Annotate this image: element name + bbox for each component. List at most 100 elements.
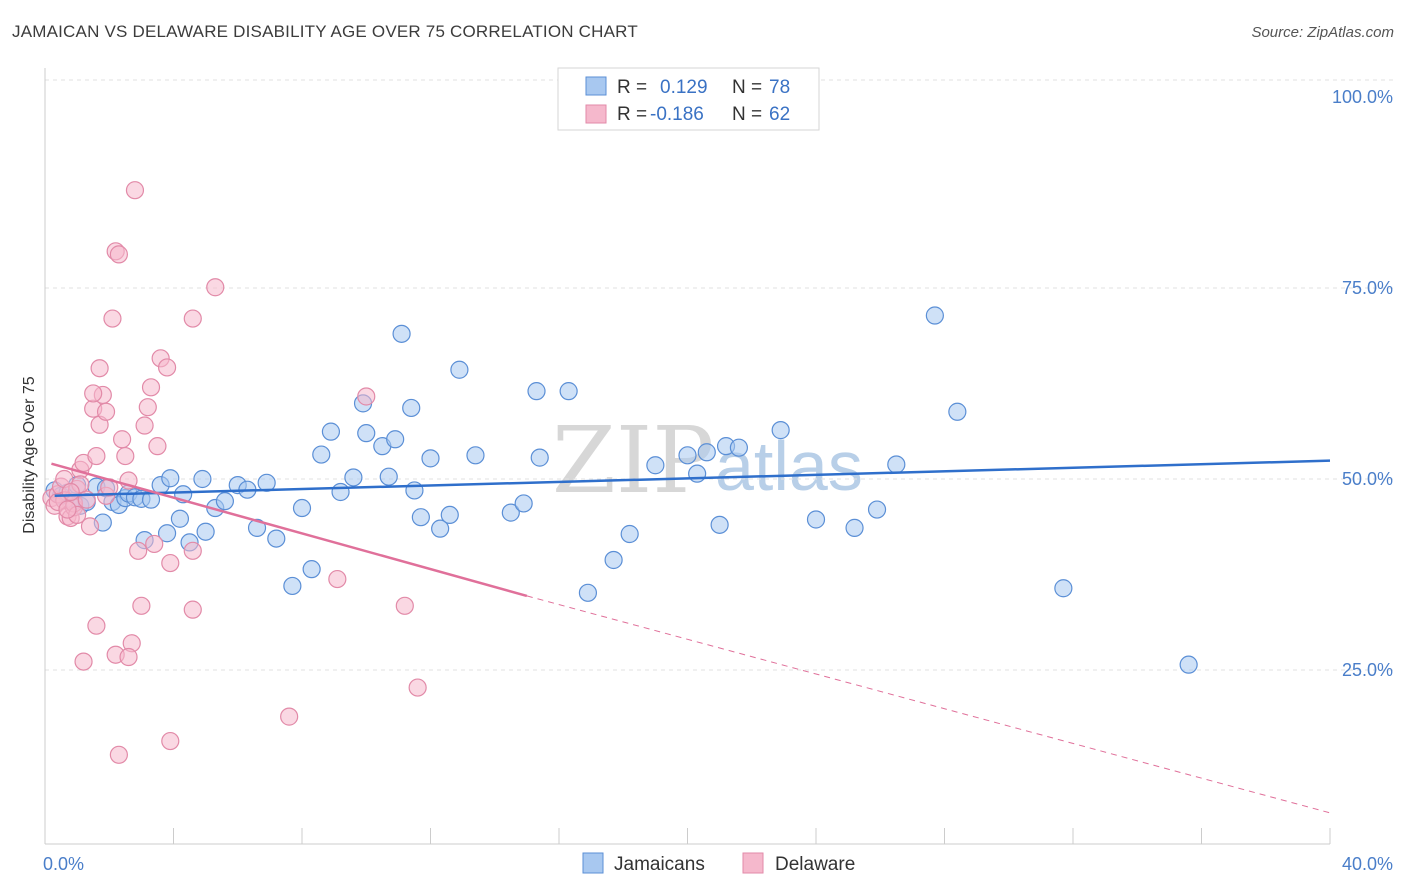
delaware-point	[328, 569, 347, 589]
delaware-point	[183, 541, 202, 560]
jamaicans-point	[948, 402, 967, 421]
jamaicans-point	[292, 498, 312, 518]
delaware-point	[87, 446, 106, 466]
legend-n-value-2: 62	[769, 104, 790, 125]
delaware-point	[74, 652, 93, 671]
y-tick-labels: 100.0% 75.0% 50.0% 25.0%	[1332, 87, 1393, 680]
delaware-point	[80, 517, 100, 536]
legend: R = 0.129 N = 78 R = -0.186 N = 62	[557, 67, 820, 131]
jamaicans-point	[646, 456, 665, 475]
jamaicans-point	[514, 494, 533, 513]
bottom-legend-jamaicans: Jamaicans	[614, 854, 705, 875]
delaware-point	[129, 541, 148, 560]
delaware-point	[145, 534, 164, 554]
jamaicans-point	[527, 382, 546, 401]
jamaicans-point	[697, 443, 716, 462]
jamaicans-point	[344, 468, 363, 487]
jamaicans-point	[431, 519, 450, 538]
jamaicans-point	[321, 422, 341, 441]
delaware-point	[103, 309, 122, 328]
delaware-point	[125, 181, 145, 200]
delaware-point	[84, 384, 103, 403]
delaware-point	[87, 616, 106, 635]
jamaicans-point	[604, 550, 623, 570]
jamaicans-point	[312, 445, 331, 464]
jamaicans-point	[710, 515, 729, 534]
jamaicans-point	[1179, 655, 1198, 674]
jamaicans-point	[925, 306, 944, 325]
delaware-point	[408, 678, 427, 697]
legend-r-label-2: R =	[617, 104, 647, 125]
delaware-point	[141, 378, 161, 397]
delaware-point	[90, 359, 109, 378]
legend-r-value-2: -0.186	[650, 104, 704, 125]
watermark-atlas: atlas	[715, 427, 863, 505]
jamaicans-point	[357, 424, 376, 443]
delaware-trend-line	[51, 462, 528, 598]
jamaicans-point	[771, 421, 790, 440]
delaware-point	[116, 446, 135, 466]
source-label: Source: ZipAtlas.com	[1251, 24, 1394, 41]
jamaicans-point	[559, 382, 578, 401]
jamaicans-point	[302, 560, 321, 579]
jamaicans-point	[466, 446, 485, 465]
jamaicans-point	[887, 455, 906, 474]
delaware-point	[138, 398, 157, 417]
delaware-point	[119, 647, 138, 667]
bottom-legend-delaware: Delaware	[775, 854, 855, 875]
jamaicans-point	[729, 438, 749, 457]
x-tick-label: 0.0%	[43, 854, 84, 874]
legend-swatch-delaware	[585, 104, 607, 124]
delaware-point	[148, 437, 167, 456]
delaware-point	[206, 278, 225, 297]
jamaicans-point	[193, 469, 212, 489]
axes	[44, 68, 1331, 845]
legend-n-label-2: N =	[732, 104, 762, 125]
delaware-point	[109, 245, 128, 264]
legend-r-value-1: 0.129	[660, 77, 708, 98]
jamaicans-trend-line	[54, 459, 1331, 498]
jamaicans-point	[386, 430, 405, 449]
jamaicans-point	[267, 529, 286, 548]
delaware-point	[157, 358, 177, 377]
delaware-point	[96, 402, 116, 421]
delaware-point	[58, 500, 77, 519]
jamaicans-point	[402, 398, 421, 418]
jamaicans-point	[530, 448, 549, 467]
y-tick-label: 75.0%	[1342, 278, 1393, 298]
jamaicans-point	[161, 469, 180, 488]
jamaicans-point	[501, 503, 520, 522]
jamaicans-point	[421, 449, 440, 468]
delaware-point	[112, 430, 132, 449]
legend-r-label-1: R =	[617, 77, 647, 98]
delaware-point	[357, 387, 376, 406]
jamaicans-point	[867, 500, 887, 519]
legend-swatch-jamaicans	[585, 76, 607, 96]
jamaicans-point	[283, 576, 302, 596]
jamaicans-point	[620, 524, 639, 544]
trend-lines	[51, 459, 1331, 814]
bottom-legend: Jamaicans Delaware	[582, 852, 855, 875]
jamaicans-point	[450, 360, 469, 379]
jamaicans-point	[196, 522, 215, 541]
jamaicans-point	[845, 518, 864, 537]
x-tick-label: 40.0%	[1342, 854, 1393, 874]
chart-title: JAMAICAN VS DELAWARE DISABILITY AGE OVER…	[12, 22, 638, 41]
legend-n-label-1: N =	[732, 77, 762, 98]
delaware-point	[109, 745, 128, 764]
bottom-legend-swatch-delaware	[742, 852, 764, 874]
delaware-point	[183, 600, 202, 619]
jamaicans-point	[440, 505, 459, 525]
y-tick-label: 100.0%	[1332, 87, 1393, 107]
jamaicans-point	[688, 464, 707, 483]
jamaicans-point	[1054, 579, 1073, 598]
jamaicans-point	[215, 492, 234, 511]
jamaicans-point	[257, 473, 276, 492]
jamaicans-point	[170, 509, 190, 528]
delaware-trend-extension	[526, 595, 1331, 814]
delaware-point	[161, 731, 180, 751]
grid	[45, 79, 1393, 671]
jamaicans-point	[678, 446, 697, 465]
y-tick-label: 25.0%	[1342, 660, 1393, 680]
